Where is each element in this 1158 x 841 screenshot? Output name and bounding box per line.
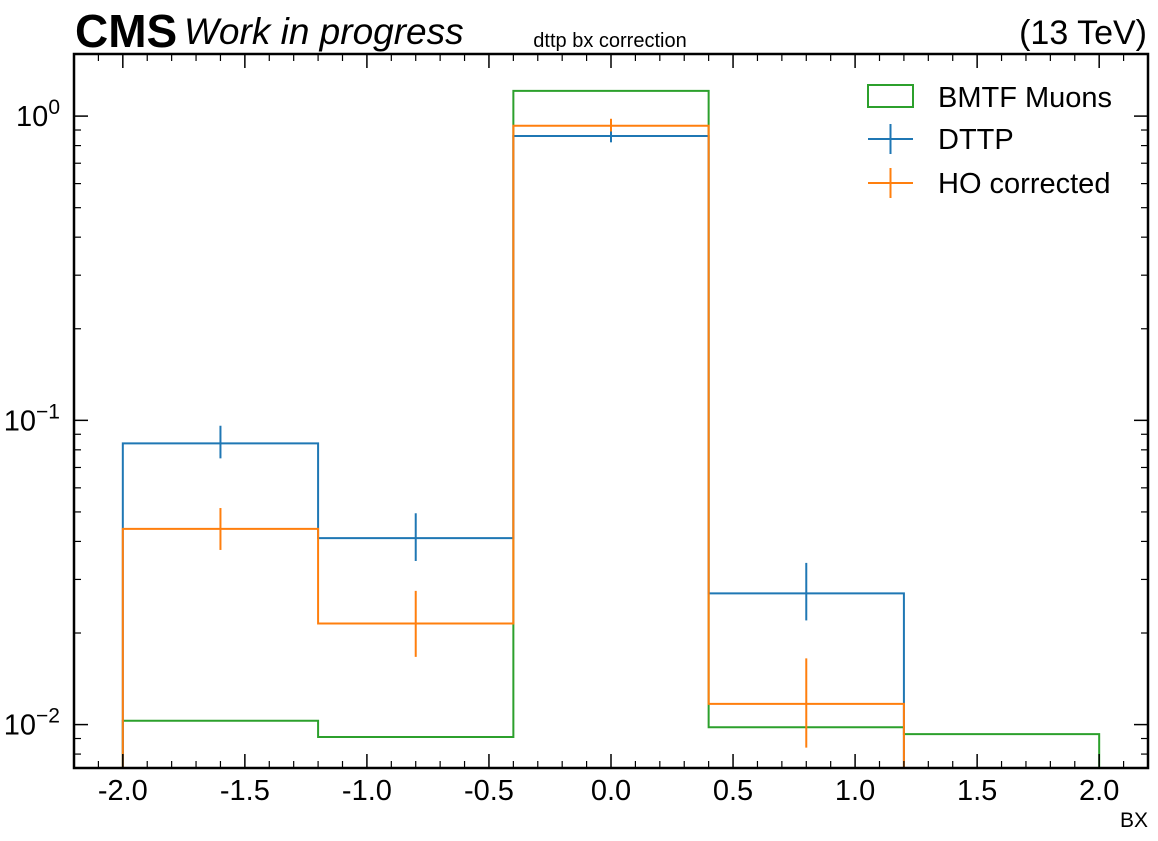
legend-swatch-dttp bbox=[868, 124, 913, 154]
x-axis: -2.0 -1.5 -1.0 -0.5 0.0 0.5 1.0 1.5 2.0 bbox=[73, 54, 1149, 807]
x-axis-label: BX bbox=[1120, 809, 1148, 832]
y-tick-label: 100 bbox=[16, 96, 60, 133]
legend-label-dttp: DTTP bbox=[938, 124, 1014, 156]
y-tick-label: 10−1 bbox=[4, 400, 60, 437]
legend: BMTF Muons DTTP HO corrected bbox=[867, 82, 1112, 200]
plot-frame bbox=[72, 52, 1150, 770]
series-ho-corrected bbox=[121, 118, 905, 768]
cms-label: CMS bbox=[75, 5, 177, 57]
x-tick-label: 2.0 bbox=[1079, 775, 1119, 807]
energy-label: (13 TeV) bbox=[1019, 14, 1147, 52]
x-tick-label: 0.0 bbox=[591, 775, 631, 807]
chart-title: dttp bx correction bbox=[533, 30, 686, 52]
legend-swatch-bmtf-muons bbox=[867, 84, 914, 108]
series-bmtf-muons bbox=[121, 89, 1101, 768]
legend-label-bmtf-muons: BMTF Muons bbox=[938, 82, 1112, 114]
x-tick-label: -0.5 bbox=[464, 775, 514, 807]
work-in-progress-label: Work in progress bbox=[184, 11, 464, 52]
y-tick-label: 10−2 bbox=[4, 705, 60, 742]
step-line-bmtf-muons bbox=[121, 89, 1101, 768]
legend-label-ho-corrected: HO corrected bbox=[938, 168, 1110, 200]
x-tick-label: -2.0 bbox=[98, 775, 148, 807]
legend-swatch-ho-corrected bbox=[868, 168, 913, 198]
plot-series-group bbox=[121, 89, 1101, 768]
x-tick-label: 0.5 bbox=[713, 775, 753, 807]
x-tick-label: -1.0 bbox=[342, 775, 392, 807]
x-tick-label: 1.0 bbox=[835, 775, 875, 807]
x-tick-label: 1.5 bbox=[957, 775, 997, 807]
x-tick-label: -1.5 bbox=[220, 775, 270, 807]
